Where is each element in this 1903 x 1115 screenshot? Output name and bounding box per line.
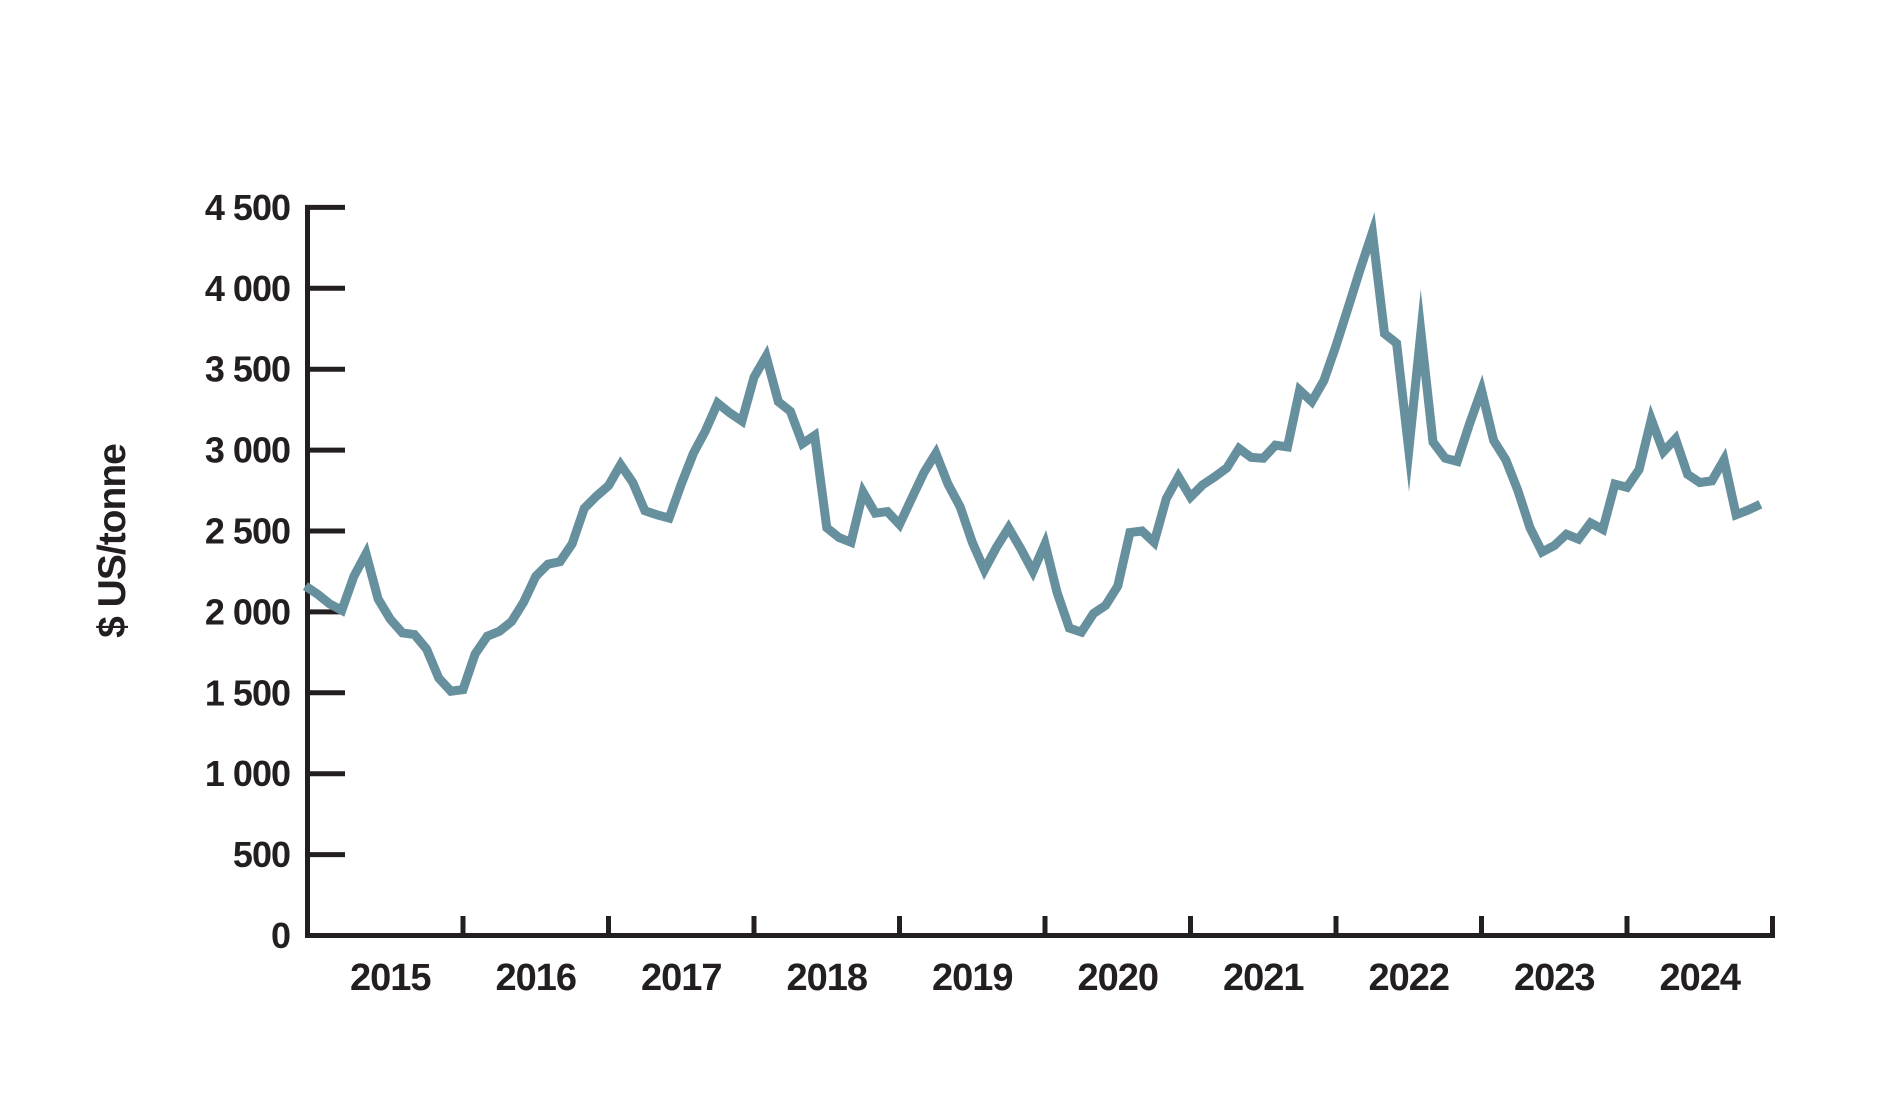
x-year-label: 2024 xyxy=(1659,957,1740,999)
x-year-label: 2021 xyxy=(1223,957,1304,999)
x-year-label: 2022 xyxy=(1368,957,1449,999)
y-tick-label: 2 500 xyxy=(205,511,290,552)
x-year-label: 2017 xyxy=(641,957,722,999)
x-year-label: 2023 xyxy=(1514,957,1595,999)
y-tick-label: 500 xyxy=(233,834,290,875)
x-year-label: 2020 xyxy=(1077,957,1158,999)
price-line-series xyxy=(302,211,1763,696)
y-tick-label: 3 000 xyxy=(205,430,290,471)
x-year-label: 2015 xyxy=(350,957,431,999)
x-year-label: 2019 xyxy=(932,957,1013,999)
tick-marks xyxy=(305,204,1775,936)
y-tick-label: 1 000 xyxy=(205,753,290,794)
y-tick-label: 1 500 xyxy=(205,672,290,713)
x-year-label: 2016 xyxy=(495,957,576,999)
y-axis-title: $ US/tonne xyxy=(91,444,134,638)
y-tick-label: 4 500 xyxy=(205,187,290,228)
x-year-label: 2018 xyxy=(786,957,867,999)
y-tick-label: 3 500 xyxy=(205,349,290,390)
y-axis-tick-labels: 0 500 1 000 1 500 2 000 2 500 3 000 3 500 4 000 4… xyxy=(205,187,291,956)
y-tick-label: 0 xyxy=(271,915,290,956)
y-tick-label: 2 000 xyxy=(205,591,290,632)
y-tick-label: 4 000 xyxy=(205,268,290,309)
x-axis-year-labels: 2015 2016 2017 2018 2019 2020 2021 2022 2023 2024 xyxy=(350,957,1742,999)
